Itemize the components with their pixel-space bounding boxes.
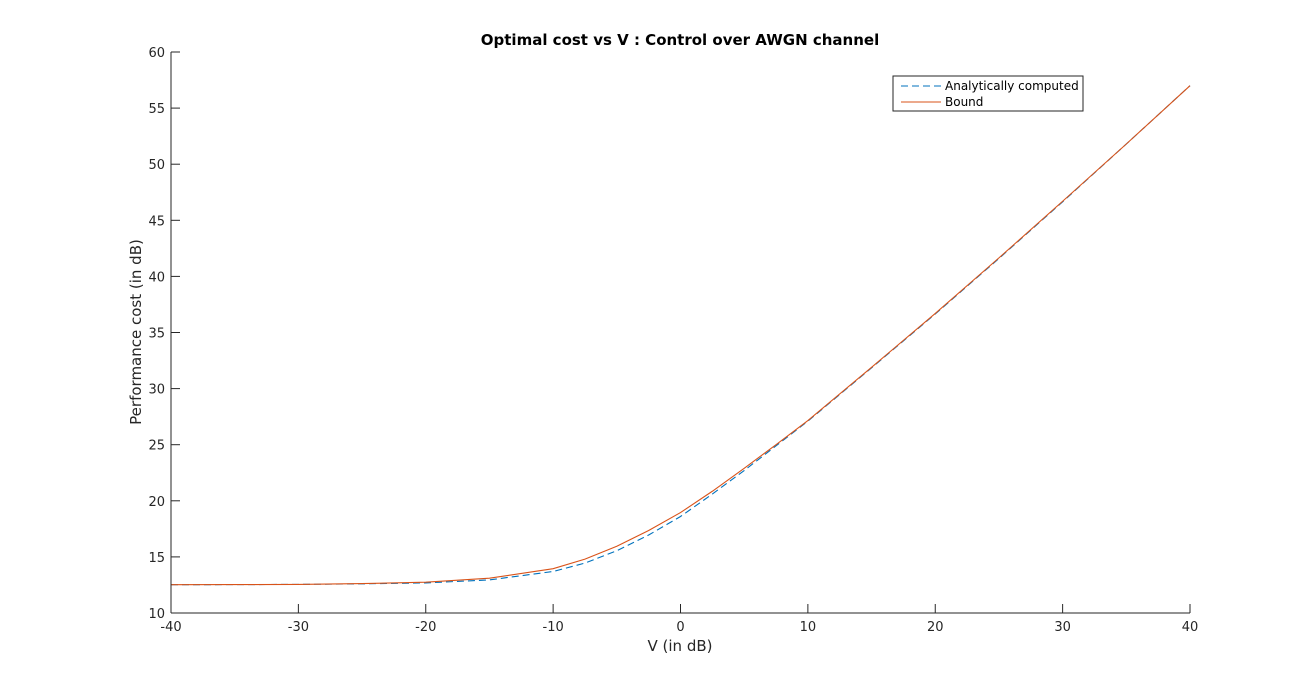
- legend-label: Bound: [945, 95, 983, 109]
- y-tick-label: 50: [148, 158, 165, 173]
- y-tick-label: 55: [148, 102, 165, 117]
- y-tick-label: 60: [148, 46, 165, 61]
- series-line-analytically-computed: [170, 85, 1191, 586]
- y-tick-label: 35: [148, 327, 165, 342]
- y-tick-label: 30: [148, 383, 165, 398]
- y-tick-label: 20: [148, 495, 165, 510]
- x-tick-label: -40: [160, 620, 181, 635]
- x-tick-label: 20: [927, 620, 944, 635]
- y-tick-label: 15: [148, 551, 165, 566]
- y-axis-label: Performance cost (in dB): [127, 239, 145, 425]
- legend-label: Analytically computed: [945, 79, 1079, 93]
- x-tick-label: 0: [676, 620, 684, 635]
- y-tick-label: 25: [148, 439, 165, 454]
- y-axis: 10 15 20 25 30 35 40 45 50 55 60: [148, 46, 180, 622]
- x-tick-label: 10: [800, 620, 817, 635]
- chart-title: Optimal cost vs V : Control over AWGN ch…: [481, 31, 879, 49]
- series-line-bound: [170, 85, 1191, 586]
- x-tick-label: -10: [543, 620, 564, 635]
- y-tick-label: 10: [148, 607, 165, 622]
- x-axis-label: V (in dB): [648, 637, 713, 655]
- x-tick-label: 40: [1182, 620, 1199, 635]
- plot-area: [170, 85, 1191, 586]
- y-tick-label: 40: [148, 270, 165, 285]
- y-tick-label: 45: [148, 214, 165, 229]
- x-tick-label: -20: [415, 620, 436, 635]
- x-tick-label: 30: [1054, 620, 1071, 635]
- legend: Analytically computed Bound: [892, 75, 1084, 112]
- legend-box: [892, 75, 1084, 112]
- x-tick-label: -30: [288, 620, 309, 635]
- x-axis: -40 -30 -20 -10 0 10 20 30 40: [160, 604, 1198, 635]
